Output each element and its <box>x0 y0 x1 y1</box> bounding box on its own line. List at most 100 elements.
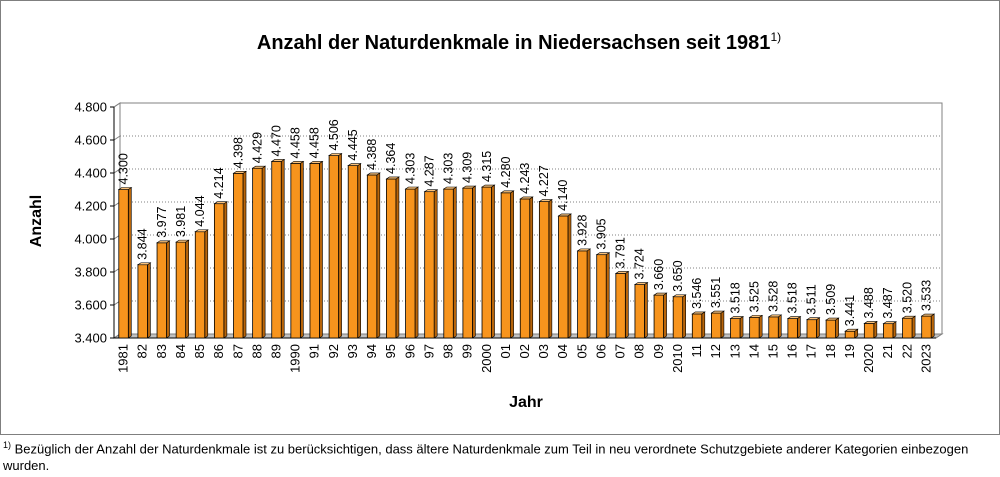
data-label: 3.928 <box>575 215 589 246</box>
bar <box>156 242 167 339</box>
bar-side <box>261 165 266 339</box>
bar-side <box>376 172 381 339</box>
bar <box>424 191 435 339</box>
plot-area: 3.400 3.600 3.800 4.000 4.200 4.400 4.600 4.800… <box>74 100 944 373</box>
data-label: 4.315 <box>480 151 494 182</box>
x-tick-label: 99 <box>460 344 475 358</box>
bar-side <box>166 240 170 339</box>
x-tick-label: 87 <box>230 344 245 358</box>
data-label: 3.525 <box>747 281 761 312</box>
y-tick-label: 4.600 <box>74 133 107 148</box>
data-label: 4.044 <box>193 195 207 226</box>
bar-side <box>204 229 209 339</box>
bar <box>787 318 798 339</box>
data-label: 3.520 <box>900 282 914 313</box>
data-label: 4.458 <box>308 127 322 158</box>
bar-side <box>625 270 629 339</box>
x-tick-label: 84 <box>173 344 188 358</box>
bar <box>730 318 741 339</box>
bar-top <box>385 176 400 180</box>
bar-side <box>663 292 667 339</box>
bar <box>596 254 607 339</box>
x-tick-label: 14 <box>746 344 761 358</box>
bar-top <box>882 321 897 324</box>
bar-side <box>300 160 304 339</box>
data-label: 3.660 <box>652 259 666 290</box>
bar <box>825 319 837 339</box>
bar-top <box>576 248 592 252</box>
bar-side <box>758 314 763 339</box>
bar <box>443 188 454 339</box>
x-tick-label: 88 <box>249 344 264 358</box>
bar-side <box>720 310 725 339</box>
bar-side <box>452 186 457 339</box>
x-tick-label: 94 <box>364 344 379 358</box>
x-tick-label: 21 <box>880 344 895 358</box>
y-tick-label: 3.400 <box>74 331 107 346</box>
x-tick-label: 12 <box>708 344 723 358</box>
bar-top <box>748 315 764 318</box>
x-tick-label: 91 <box>307 344 322 358</box>
data-label: 4.470 <box>269 125 283 156</box>
data-label: 4.243 <box>518 163 532 194</box>
bar-side <box>739 315 744 339</box>
bar-side <box>701 311 706 339</box>
bar-top <box>901 315 917 319</box>
data-label: 4.280 <box>499 156 513 187</box>
bar-top <box>232 171 247 174</box>
y-tick-label: 4.200 <box>74 199 107 214</box>
data-label: 3.487 <box>881 287 895 318</box>
bar-top <box>806 317 821 320</box>
data-label: 4.506 <box>327 119 341 150</box>
x-tick-label: 82 <box>135 344 150 358</box>
data-label: 4.429 <box>250 132 264 163</box>
data-label: 3.650 <box>671 260 685 291</box>
x-tick-label: 19 <box>842 344 857 358</box>
x-tick-label: 05 <box>574 344 589 358</box>
bar-top <box>557 213 572 217</box>
bar-top <box>213 201 228 204</box>
y-tick-label: 4.000 <box>74 232 107 247</box>
grid-line-diag <box>113 168 121 174</box>
data-label: 3.518 <box>728 282 742 313</box>
x-tick-label: 13 <box>727 344 742 358</box>
bar-top <box>461 185 477 189</box>
bar-side <box>510 190 514 339</box>
x-tick-label: 2000 <box>479 344 494 373</box>
x-axis-title: Jahr <box>509 394 543 411</box>
bar-side <box>472 185 476 339</box>
bar-top <box>633 282 649 285</box>
bar-top <box>194 229 209 233</box>
bar-side <box>644 281 648 339</box>
bar-top <box>653 292 668 296</box>
bar-side <box>185 239 189 339</box>
bar-top <box>251 165 267 169</box>
data-label: 3.511 <box>805 284 819 314</box>
grid-line-diag <box>113 102 121 108</box>
bar <box>902 317 913 339</box>
bar <box>672 296 684 339</box>
bar-top <box>347 163 362 166</box>
bar <box>653 294 664 339</box>
bar-top <box>481 184 496 188</box>
x-tick-label: 08 <box>632 344 647 358</box>
x-tick-label: 92 <box>326 344 341 358</box>
grid-line-diag <box>113 135 121 141</box>
footnote-text: Bezüglich der Anzahl der Naturdenkmale i… <box>3 441 969 474</box>
bar-top <box>729 316 745 319</box>
bar-top <box>270 159 286 162</box>
chart-title: Anzahl der Naturdenkmale in Niedersachse… <box>257 30 781 54</box>
bar <box>577 250 588 339</box>
bar-top <box>328 153 343 156</box>
bar-top <box>767 314 783 318</box>
bar <box>749 316 760 339</box>
bar-top <box>308 161 324 164</box>
data-label: 4.445 <box>346 129 360 160</box>
bar <box>271 161 282 339</box>
data-label: 3.977 <box>155 206 169 237</box>
bar <box>500 192 512 339</box>
data-label: 3.791 <box>614 237 628 268</box>
bar-top <box>595 252 611 255</box>
bar <box>309 163 320 339</box>
bar-top <box>423 189 439 192</box>
